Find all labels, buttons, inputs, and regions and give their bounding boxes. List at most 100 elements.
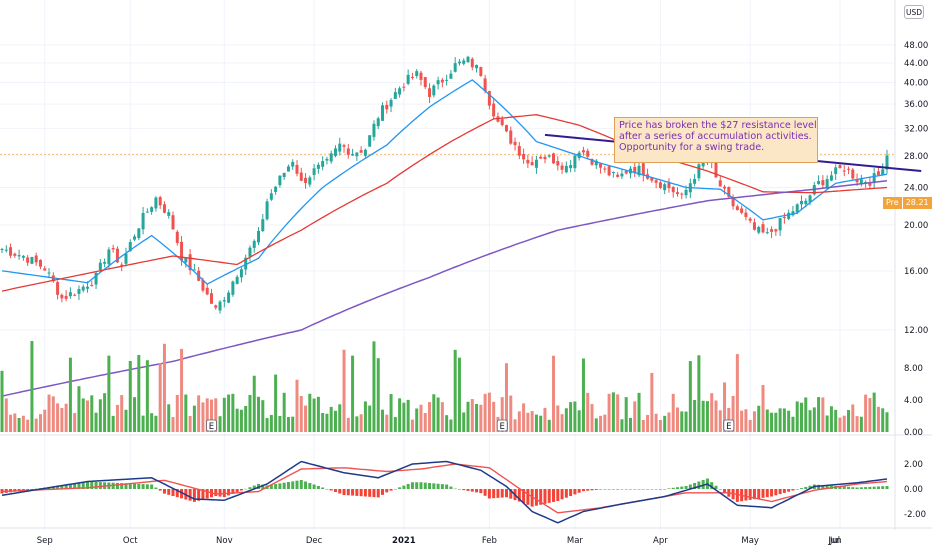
- volume-bar: [641, 419, 645, 432]
- volume-bar: [436, 397, 440, 432]
- candle-body: [470, 58, 474, 68]
- candle-body: [90, 285, 94, 287]
- macd-histogram-bar: [21, 489, 25, 491]
- macd-histogram-bar: [808, 485, 812, 489]
- macd-histogram-bar: [77, 482, 81, 489]
- candle-body: [603, 168, 607, 170]
- currency-label[interactable]: USD: [904, 5, 924, 19]
- volume-bar: [624, 397, 628, 432]
- volume-bar: [718, 410, 722, 432]
- volume-bar: [261, 400, 265, 432]
- volume-bar: [111, 415, 115, 432]
- macd-histogram-bar: [680, 486, 684, 489]
- volume-bar: [808, 410, 812, 432]
- candle-body: [77, 289, 81, 294]
- candle-body: [440, 79, 444, 83]
- candle-body: [526, 159, 530, 164]
- candle-body: [167, 212, 171, 216]
- volume-bar: [564, 408, 568, 432]
- candle-body: [299, 172, 303, 181]
- candle-body: [770, 229, 774, 232]
- macd-histogram-bar: [325, 489, 329, 490]
- macd-histogram-bar: [338, 489, 342, 494]
- macd-histogram-bar: [376, 489, 380, 498]
- volume-bar: [316, 396, 320, 432]
- candle-body: [650, 177, 654, 181]
- macd-histogram-bar: [402, 485, 406, 489]
- macd-histogram-bar: [73, 483, 77, 489]
- candle-body: [13, 253, 17, 256]
- candle-body: [227, 292, 231, 303]
- candle-body: [141, 212, 145, 230]
- candle-body: [680, 193, 684, 195]
- macd-histogram-bar: [817, 484, 821, 489]
- volume-bar: [680, 411, 684, 432]
- candle-body: [171, 215, 175, 230]
- candle-body: [368, 135, 372, 147]
- volume-bar: [782, 408, 786, 432]
- y-tick-label: 28.00: [904, 152, 928, 162]
- volume-bar: [103, 393, 107, 432]
- volume-bar: [214, 398, 218, 432]
- volume-bar: [415, 408, 419, 432]
- volume-bar: [120, 395, 124, 432]
- macd-histogram-bar: [543, 489, 547, 504]
- volume-bar: [321, 413, 325, 432]
- macd-histogram-bar: [192, 489, 196, 502]
- candle-body: [487, 91, 491, 106]
- y-tick-label: 44.00: [904, 59, 928, 69]
- macd-histogram-bar: [569, 489, 573, 497]
- macd-histogram-bar: [257, 483, 261, 489]
- macd-histogram-bar: [838, 486, 842, 489]
- macd-histogram-bar: [171, 489, 175, 496]
- volume-bar: [77, 386, 81, 432]
- macd-histogram-bar: [214, 489, 218, 497]
- macd-histogram-bar: [663, 489, 667, 490]
- candle-body: [133, 236, 137, 240]
- candle-body: [184, 257, 188, 263]
- candle-body: [98, 262, 102, 271]
- y-tick-label: 32.00: [904, 124, 928, 134]
- macd-histogram-bar: [278, 483, 282, 489]
- volume-bar: [86, 400, 90, 432]
- macd-histogram-bar: [389, 489, 393, 491]
- annotation-line: Opportunity for a swing trade.: [619, 142, 765, 154]
- macd-histogram-bar: [120, 483, 124, 489]
- volume-bar: [329, 406, 333, 432]
- candle-body: [569, 165, 573, 169]
- macd-histogram-bar: [351, 489, 355, 496]
- earnings-marker-label: E: [500, 422, 505, 432]
- volume-bar: [308, 393, 312, 432]
- macd-histogram-bar: [688, 484, 692, 489]
- volume-bar: [466, 401, 470, 432]
- macd-histogram-bar: [231, 489, 235, 494]
- volume-bar: [851, 404, 855, 432]
- candle-body: [654, 180, 658, 183]
- candle-body: [406, 74, 410, 84]
- macd-histogram-bar: [244, 488, 248, 490]
- volume-bar: [539, 415, 543, 432]
- candle-body: [855, 178, 859, 183]
- candle-body: [462, 60, 466, 64]
- volume-bar: [723, 382, 727, 432]
- macd-histogram-bar: [864, 487, 868, 489]
- volume-bar: [594, 418, 598, 432]
- macd-histogram-bar: [470, 489, 474, 492]
- candle-body: [47, 272, 51, 274]
- pre-market-badge: Pre 28.21: [883, 197, 932, 209]
- candle-body: [282, 172, 286, 177]
- annotation-note[interactable]: Price has broken the $27 resistance leve…: [614, 117, 818, 163]
- volume-bar: [34, 418, 38, 432]
- macd-histogram-bar: [398, 487, 402, 489]
- volume-bar: [526, 412, 530, 432]
- macd-histogram-bar: [64, 484, 68, 489]
- macd-histogram-bar: [308, 483, 312, 489]
- candle-body: [641, 163, 645, 176]
- candle-body: [633, 166, 637, 173]
- candle-body: [804, 200, 808, 205]
- macd-histogram-bar: [714, 485, 718, 489]
- macd-histogram-bar: [141, 484, 145, 489]
- volume-bar: [445, 415, 449, 432]
- candle-body: [17, 255, 21, 257]
